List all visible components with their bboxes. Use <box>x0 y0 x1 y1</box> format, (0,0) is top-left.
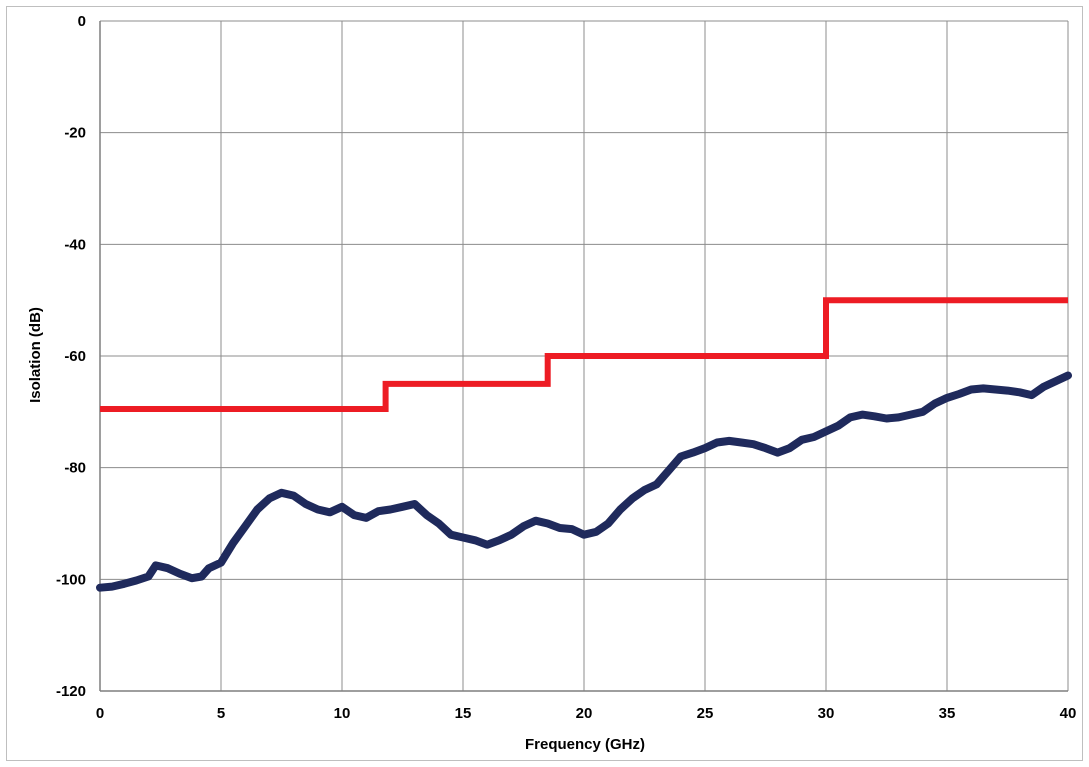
x-tick-label: 20 <box>576 705 593 722</box>
series-layer <box>96 297 1072 592</box>
x-tick-label: 35 <box>939 705 956 722</box>
isolation-curve <box>96 371 1072 592</box>
y-tick-label: -80 <box>64 460 86 477</box>
x-tick-label: 5 <box>217 705 225 722</box>
x-axis-title: Frequency (GHz) <box>525 736 645 753</box>
spec-limit-line <box>100 297 1068 412</box>
y-tick-label: -60 <box>64 348 86 365</box>
y-tick-label: -100 <box>56 571 86 588</box>
y-tick-label: 0 <box>78 13 86 30</box>
x-tick-label: 0 <box>96 705 104 722</box>
x-tick-label: 10 <box>334 705 351 722</box>
tick-labels: 0 5 10 15 20 25 30 35 40 0 -20 -40 -60 -80 -100 -120 <box>56 13 1076 722</box>
y-tick-label: -40 <box>64 236 86 253</box>
y-tick-label: -20 <box>64 125 86 142</box>
y-tick-label: -120 <box>56 683 86 700</box>
x-tick-label: 30 <box>818 705 835 722</box>
x-tick-label: 15 <box>455 705 472 722</box>
x-tick-label: 40 <box>1060 705 1077 722</box>
y-axis-title: Isolation (dB) <box>27 307 44 403</box>
gridlines <box>99 20 1069 692</box>
x-tick-label: 25 <box>697 705 714 722</box>
